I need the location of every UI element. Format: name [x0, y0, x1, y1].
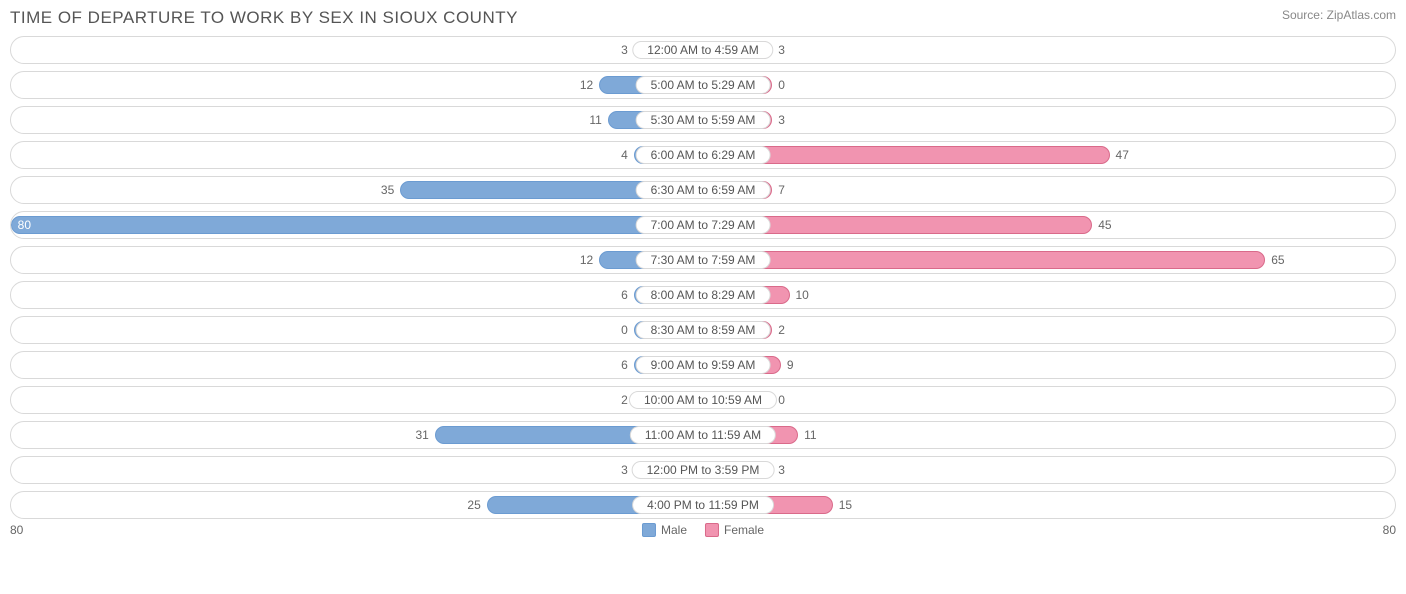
category-pill: 11:00 AM to 11:59 AM [630, 426, 776, 444]
value-male: 3 [621, 43, 628, 57]
value-female: 3 [778, 43, 785, 57]
category-pill: 5:30 AM to 5:59 AM [636, 111, 771, 129]
legend-label-male: Male [661, 523, 687, 537]
value-male: 6 [621, 288, 628, 302]
category-pill: 12:00 AM to 4:59 AM [632, 41, 773, 59]
chart-row: 35 7 6:30 AM to 6:59 AM [10, 176, 1396, 204]
category-pill: 8:00 AM to 8:29 AM [636, 286, 771, 304]
chart-row: 4 47 6:00 AM to 6:29 AM [10, 141, 1396, 169]
value-female: 45 [1098, 218, 1111, 232]
legend-swatch-female [705, 523, 719, 537]
value-female: 3 [778, 463, 785, 477]
legend-item-female: Female [705, 523, 764, 537]
chart-row: 2 010:00 AM to 10:59 AM [10, 386, 1396, 414]
value-male: 12 [580, 78, 593, 92]
value-male: 3 [621, 463, 628, 477]
category-pill: 6:30 AM to 6:59 AM [636, 181, 771, 199]
value-female: 3 [778, 113, 785, 127]
chart-header: TIME OF DEPARTURE TO WORK BY SEX IN SIOU… [10, 8, 1396, 28]
axis-left-max: 80 [10, 523, 23, 537]
chart-row: 80 45 7:00 AM to 7:29 AM [10, 211, 1396, 239]
chart-row: 6 10 8:00 AM to 8:29 AM [10, 281, 1396, 309]
value-female: 47 [1116, 148, 1129, 162]
value-male: 11 [589, 113, 601, 127]
category-pill: 8:30 AM to 8:59 AM [636, 321, 771, 339]
chart-row: 12 65 7:30 AM to 7:59 AM [10, 246, 1396, 274]
value-female: 11 [804, 428, 816, 442]
legend-label-female: Female [724, 523, 764, 537]
value-male: 6 [621, 358, 628, 372]
chart-row: 25 15 4:00 PM to 11:59 PM [10, 491, 1396, 519]
value-female: 0 [778, 393, 785, 407]
value-female: 2 [778, 323, 785, 337]
chart-rows: 3 3 12:00 AM to 4:59 AM 12 0 5:00 AM to 5:29 … [10, 36, 1396, 519]
chart-footer: 80 Male Female 80 [10, 523, 1396, 537]
category-pill: 6:00 AM to 6:29 AM [636, 146, 771, 164]
bar-female [703, 251, 1265, 269]
value-female: 65 [1271, 253, 1284, 267]
chart-row: 11 3 5:30 AM to 5:59 AM [10, 106, 1396, 134]
value-female: 15 [839, 498, 852, 512]
value-female: 10 [796, 288, 809, 302]
legend-swatch-male [642, 523, 656, 537]
category-pill: 4:00 PM to 11:59 PM [632, 496, 774, 514]
category-pill: 7:00 AM to 7:29 AM [636, 216, 771, 234]
chart-row: 0 2 8:30 AM to 8:59 AM [10, 316, 1396, 344]
chart-row: 12 0 5:00 AM to 5:29 AM [10, 71, 1396, 99]
chart-row: 6 9 9:00 AM to 9:59 AM [10, 351, 1396, 379]
axis-right-max: 80 [1383, 523, 1396, 537]
category-pill: 9:00 AM to 9:59 AM [636, 356, 771, 374]
chart-title: TIME OF DEPARTURE TO WORK BY SEX IN SIOU… [10, 8, 518, 28]
category-pill: 10:00 AM to 10:59 AM [629, 391, 777, 409]
category-pill: 7:30 AM to 7:59 AM [636, 251, 771, 269]
value-female: 7 [778, 183, 785, 197]
chart-row: 3312:00 PM to 3:59 PM [10, 456, 1396, 484]
value-male: 4 [621, 148, 628, 162]
chart-container: TIME OF DEPARTURE TO WORK BY SEX IN SIOU… [0, 0, 1406, 543]
legend-item-male: Male [642, 523, 687, 537]
bar-male [11, 216, 703, 234]
value-male: 0 [621, 323, 628, 337]
category-pill: 5:00 AM to 5:29 AM [636, 76, 771, 94]
value-female: 9 [787, 358, 794, 372]
chart-legend: Male Female [642, 523, 764, 537]
value-male: 80 [12, 218, 37, 232]
value-male: 2 [621, 393, 628, 407]
value-female: 0 [778, 78, 785, 92]
chart-row: 3 3 12:00 AM to 4:59 AM [10, 36, 1396, 64]
value-male: 31 [416, 428, 429, 442]
value-male: 12 [580, 253, 593, 267]
chart-row: 31 11 11:00 AM to 11:59 AM [10, 421, 1396, 449]
category-pill: 12:00 PM to 3:59 PM [632, 461, 775, 479]
value-male: 35 [381, 183, 394, 197]
value-male: 25 [467, 498, 480, 512]
chart-source: Source: ZipAtlas.com [1282, 8, 1396, 22]
